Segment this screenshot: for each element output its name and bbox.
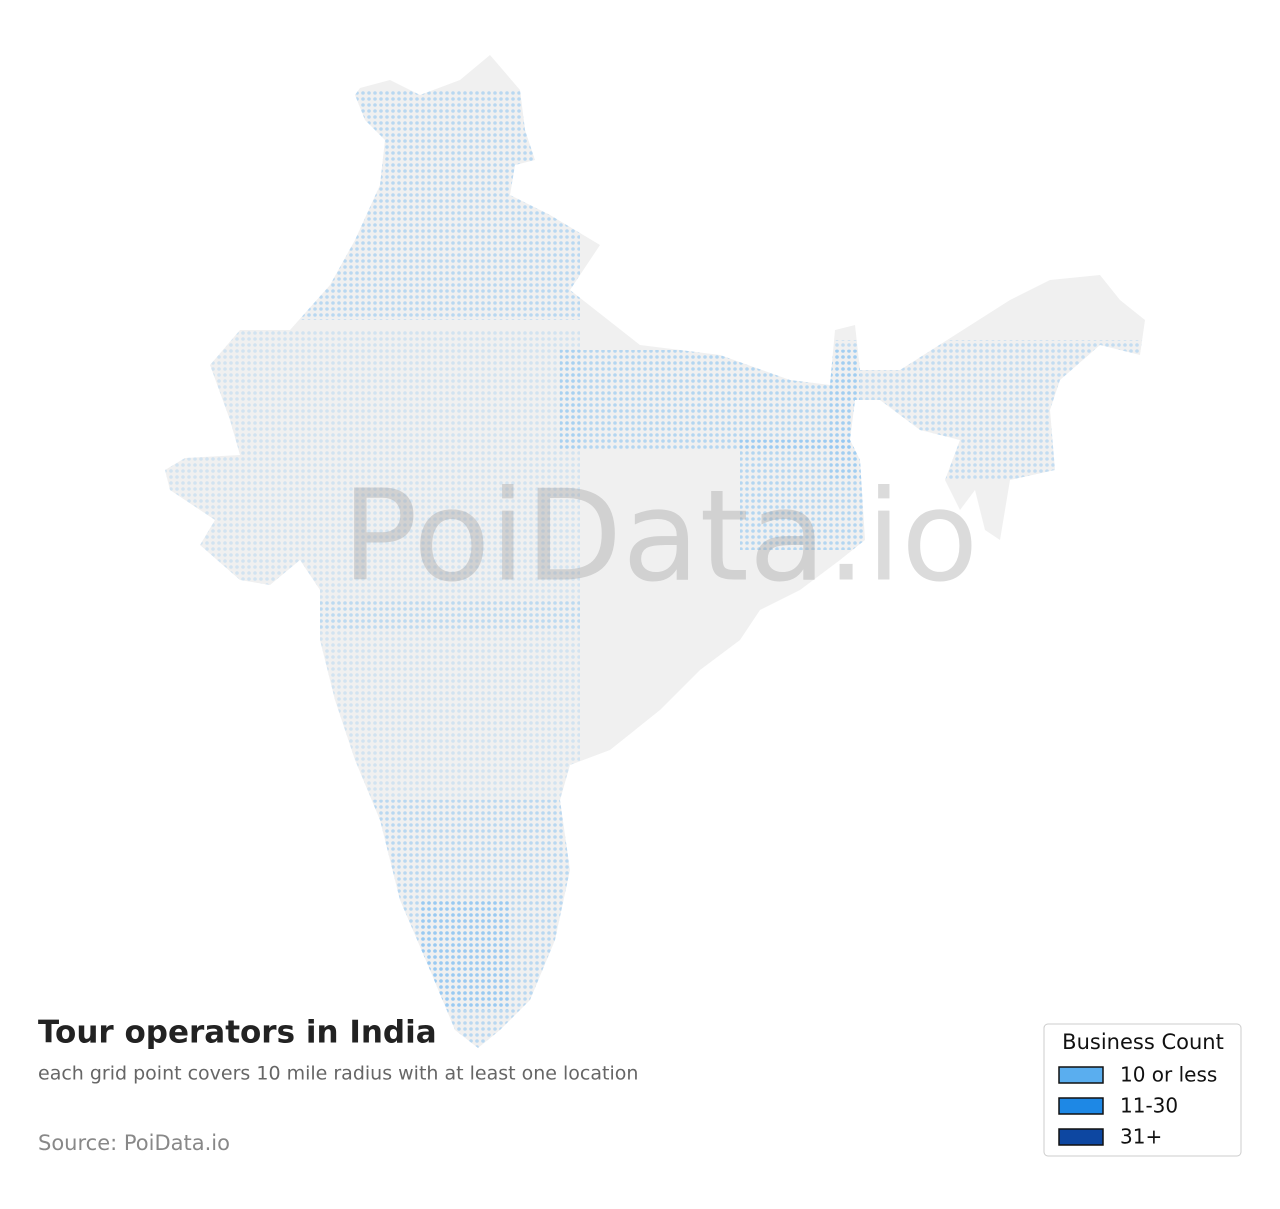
legend-label: 11-30 (1120, 1094, 1178, 1118)
legend-swatch (1058, 1128, 1104, 1146)
legend-box (1043, 1023, 1242, 1157)
watermark: PoiData.io (342, 463, 979, 610)
legend: Business Count 10 or less 11-30 31+ (1043, 1023, 1242, 1157)
subtitle: each grid point covers 10 mile radius wi… (38, 1063, 638, 1085)
legend-swatch (1058, 1097, 1104, 1115)
legend-label: 31+ (1120, 1125, 1162, 1149)
legend-title: Business Count (1062, 1030, 1224, 1054)
title: Tour operators in India (38, 1015, 437, 1051)
legend-swatch (1058, 1066, 1104, 1084)
source: Source: PoiData.io (38, 1131, 230, 1155)
legend-label: 10 or less (1120, 1063, 1217, 1087)
